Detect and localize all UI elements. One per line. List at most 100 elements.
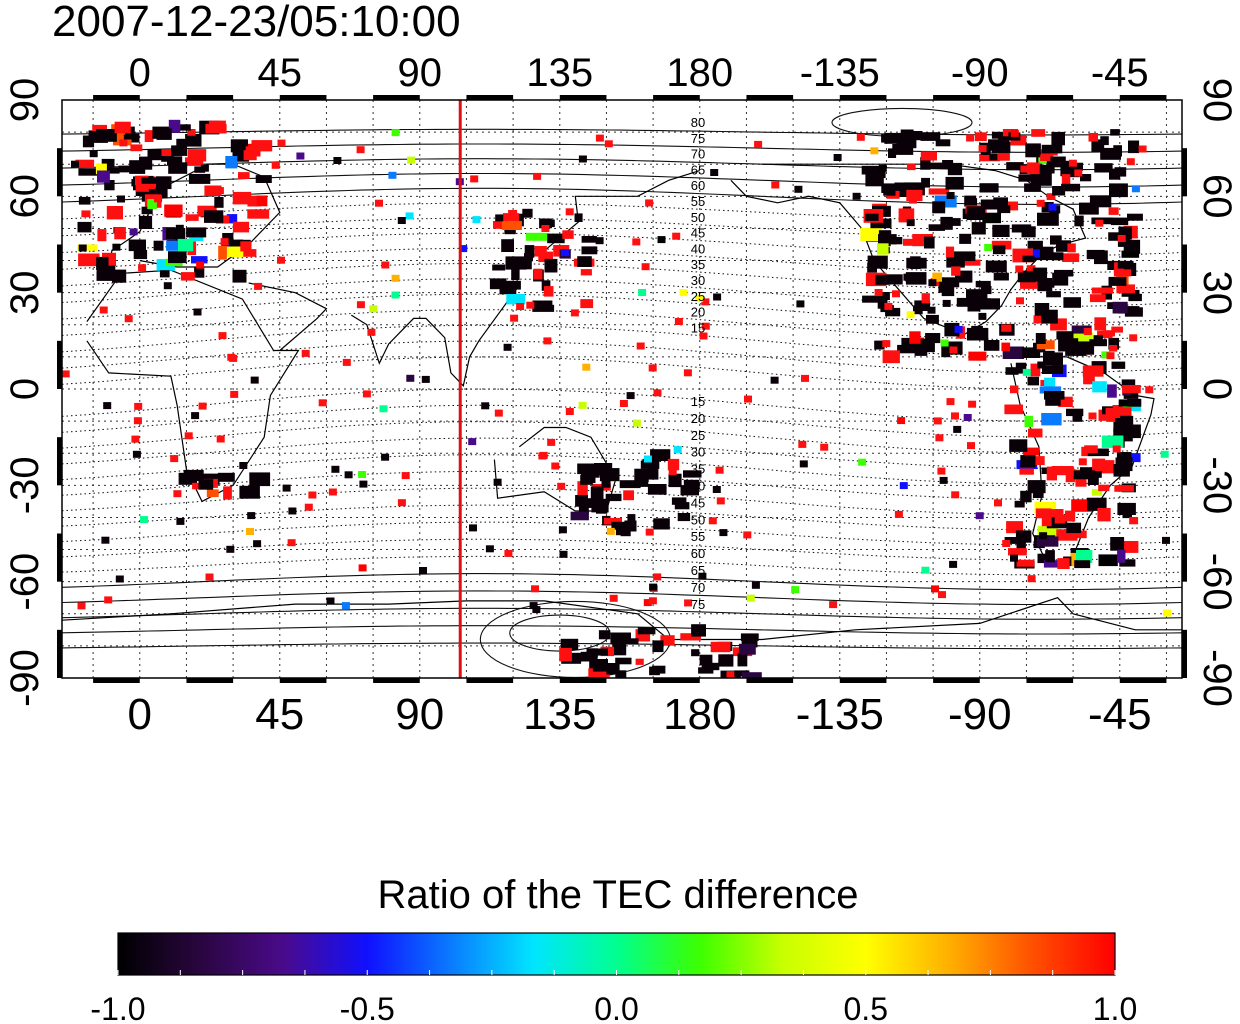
data-point <box>166 228 186 240</box>
data-point <box>577 481 588 496</box>
data-point <box>1057 558 1070 569</box>
data-point <box>192 482 203 490</box>
contour-line <box>62 158 1182 171</box>
axis-bar <box>1026 95 1074 100</box>
data-point <box>532 300 553 310</box>
contour-label: 40 <box>691 479 705 494</box>
bottom-tick-label: -90 <box>948 690 1012 739</box>
data-point <box>920 132 941 141</box>
data-point <box>135 182 156 192</box>
data-point <box>877 243 889 255</box>
data-point <box>104 596 113 604</box>
data-point <box>1108 276 1127 286</box>
axis-bar <box>1026 678 1074 683</box>
data-point <box>649 583 658 591</box>
data-point <box>858 458 867 466</box>
data-point <box>232 191 252 205</box>
right-tick-label: 30 <box>1195 270 1239 315</box>
data-point <box>1024 415 1033 427</box>
data-point <box>619 400 628 407</box>
data-point <box>506 294 526 305</box>
data-point <box>153 240 164 251</box>
data-point <box>1163 609 1171 617</box>
data-point <box>77 221 92 233</box>
data-point <box>967 300 981 312</box>
data-point <box>885 307 901 317</box>
data-point <box>1106 352 1115 360</box>
data-point <box>253 540 262 548</box>
axis-bar <box>1182 437 1187 486</box>
data-point <box>1115 418 1124 428</box>
data-point <box>829 601 838 609</box>
data-point <box>526 301 535 309</box>
data-point <box>595 134 604 142</box>
data-point <box>1121 289 1140 297</box>
data-point <box>796 300 805 308</box>
data-point <box>194 267 205 278</box>
data-point <box>718 654 734 667</box>
data-point <box>225 246 244 257</box>
data-point <box>1027 456 1045 465</box>
data-point <box>296 152 305 160</box>
bottom-tick-label: -135 <box>796 690 884 739</box>
data-point <box>879 236 892 245</box>
data-point <box>1042 365 1063 374</box>
data-point <box>1088 133 1098 142</box>
contour-label: 20 <box>691 305 705 320</box>
data-point <box>906 257 927 269</box>
contour-label: 55 <box>691 529 705 544</box>
data-point <box>1087 497 1107 511</box>
data-point <box>1024 183 1041 192</box>
data-point <box>1048 203 1057 211</box>
data-point <box>1044 391 1065 400</box>
data-point <box>798 440 807 448</box>
data-point <box>629 638 639 645</box>
data-point <box>1062 253 1080 262</box>
data-point <box>971 325 983 335</box>
data-point <box>562 230 574 239</box>
data-point <box>701 662 720 671</box>
data-point <box>925 162 948 169</box>
data-point <box>132 450 141 458</box>
data-point <box>971 222 986 235</box>
data-point <box>966 134 975 142</box>
axis-bar <box>466 678 514 683</box>
data-point <box>862 295 884 303</box>
data-point <box>103 402 112 410</box>
data-point <box>1005 367 1019 375</box>
data-point <box>1138 145 1147 153</box>
data-point <box>1010 554 1018 562</box>
data-point <box>1098 484 1110 492</box>
data-point <box>379 405 388 413</box>
data-point <box>1092 381 1107 393</box>
contour-label: 45 <box>691 226 705 241</box>
left-tick-label: 60 <box>3 174 47 219</box>
data-point <box>897 417 906 425</box>
top-tick-label: 90 <box>398 51 443 95</box>
data-point <box>381 261 390 269</box>
data-point <box>565 208 574 216</box>
contour-label: 35 <box>691 257 705 272</box>
data-point <box>590 486 604 501</box>
data-point <box>870 218 892 229</box>
data-point <box>1131 185 1140 193</box>
data-point <box>193 308 202 316</box>
data-point <box>713 293 722 301</box>
contour-label: 15 <box>691 394 705 409</box>
data-point <box>979 183 999 193</box>
data-point <box>570 511 589 521</box>
data-point <box>708 517 717 525</box>
data-point <box>668 468 677 476</box>
data-point <box>610 632 631 645</box>
data-point <box>892 290 900 298</box>
data-point <box>894 182 908 192</box>
axis-bar <box>933 678 980 683</box>
data-point <box>884 302 893 310</box>
data-point <box>230 139 248 153</box>
contour-label: 30 <box>691 273 705 288</box>
data-point <box>882 340 891 348</box>
data-point <box>997 205 1011 214</box>
axis-bar <box>57 629 62 678</box>
data-point <box>1129 334 1138 342</box>
data-point <box>391 291 400 299</box>
